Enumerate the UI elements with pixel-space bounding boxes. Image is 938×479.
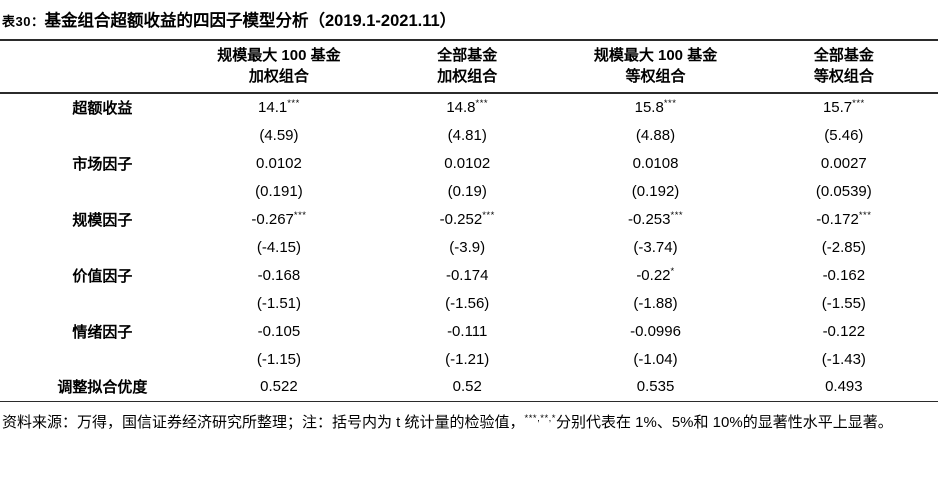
tstat-cell: (-4.15) bbox=[256, 238, 302, 256]
value-cell: 15.7*** bbox=[822, 98, 865, 116]
value-cell: -0.105 bbox=[257, 322, 301, 340]
column-header-line2: 加权组合 bbox=[437, 68, 498, 85]
row-label: 价值因子 bbox=[72, 267, 133, 285]
row-label-empty bbox=[0, 233, 185, 261]
row-label-empty bbox=[0, 121, 185, 149]
column-header-line1: 规模最大 100 基金 bbox=[217, 47, 341, 64]
value-cell: -0.172*** bbox=[816, 209, 872, 228]
table-row-tstats: (-1.15) (-1.21) (-1.04) (-1.43) bbox=[0, 345, 938, 373]
column-header-allfunds-weighted: 全部基金 加权组合 bbox=[373, 40, 561, 93]
source-note-text-continued: 分别代表在 1%、5%和 10%的显著性水平上显著。 bbox=[555, 413, 893, 431]
four-factor-model-table: 规模最大 100 基金 加权组合 全部基金 加权组合 规模最大 100 基金 等… bbox=[0, 39, 938, 402]
value-cell: -0.162 bbox=[822, 266, 866, 284]
value-cell: 0.0102 bbox=[255, 154, 302, 172]
value-cell: -0.122 bbox=[822, 322, 866, 340]
table-row-size-factor: 规模因子 -0.267*** -0.252*** -0.253*** -0.17… bbox=[0, 205, 938, 233]
tstat-cell: (4.88) bbox=[635, 126, 676, 144]
value-cell: 0.0108 bbox=[632, 154, 679, 172]
value-cell: 0.0102 bbox=[444, 154, 491, 172]
tstat-cell: (5.46) bbox=[824, 126, 864, 144]
tstat-cell: (4.59) bbox=[259, 126, 299, 144]
significance-stars: *** bbox=[852, 98, 865, 109]
value-cell: -0.168 bbox=[257, 266, 301, 284]
table-number: 表30： bbox=[2, 14, 45, 29]
value-cell: 0.522 bbox=[260, 378, 298, 396]
tstat-cell: (-1.15) bbox=[256, 350, 302, 368]
row-label-empty bbox=[0, 177, 185, 205]
table-row-tstats: (-4.15) (-3.9) (-3.74) (-2.85) bbox=[0, 233, 938, 261]
significance-stars: *** bbox=[858, 209, 872, 221]
value-cell: -0.253*** bbox=[627, 209, 684, 228]
column-header-line1: 全部基金 bbox=[437, 47, 498, 64]
value-cell: -0.0996 bbox=[630, 322, 681, 340]
tstat-cell: (4.81) bbox=[447, 126, 487, 144]
row-label-empty bbox=[0, 345, 185, 373]
significance-stars: * bbox=[670, 265, 675, 277]
table-row-sentiment-factor: 情绪因子 -0.105 -0.111 -0.0996 -0.122 bbox=[0, 317, 938, 345]
table-row-tstats: (0.191) (0.19) (0.192) (0.0539) bbox=[0, 177, 938, 205]
significance-stars: *** bbox=[293, 209, 307, 221]
column-header-line2: 加权组合 bbox=[248, 68, 309, 85]
tstat-cell: (-1.04) bbox=[633, 350, 678, 368]
tstat-cell: (-3.9) bbox=[449, 238, 486, 256]
header-row: 规模最大 100 基金 加权组合 全部基金 加权组合 规模最大 100 基金 等… bbox=[0, 40, 938, 93]
significance-stars-legend: ***,**,* bbox=[524, 412, 556, 424]
value-cell: 14.8*** bbox=[446, 98, 489, 116]
tstat-cell: (-3.74) bbox=[633, 238, 678, 256]
value-cell: -0.22* bbox=[636, 265, 675, 284]
tstat-cell: (0.191) bbox=[255, 182, 303, 200]
value-cell: 0.493 bbox=[825, 378, 863, 396]
tstat-cell: (-1.51) bbox=[256, 294, 302, 312]
tstat-cell: (-1.43) bbox=[821, 350, 866, 368]
value-cell: 14.1*** bbox=[258, 98, 300, 116]
tstat-cell: (-1.56) bbox=[445, 294, 490, 312]
tstat-cell: (0.19) bbox=[447, 182, 487, 200]
column-header-line1: 全部基金 bbox=[813, 47, 874, 64]
tstat-cell: (-1.88) bbox=[633, 294, 678, 312]
column-header-line2: 等权组合 bbox=[813, 68, 874, 85]
significance-stars: *** bbox=[482, 209, 495, 221]
tstat-cell: (0.0539) bbox=[815, 182, 872, 200]
value-cell: 0.52 bbox=[452, 378, 482, 396]
tstat-cell: (-1.55) bbox=[821, 294, 866, 312]
table-row-adjusted-r-squared: 调整拟合优度 0.522 0.52 0.535 0.493 bbox=[0, 373, 938, 401]
significance-stars: *** bbox=[287, 98, 300, 109]
significance-stars: *** bbox=[663, 98, 677, 109]
significance-stars: *** bbox=[670, 209, 684, 221]
row-label: 调整拟合优度 bbox=[57, 379, 148, 397]
row-label: 超额收益 bbox=[72, 100, 133, 117]
table-title: 表30：基金组合超额收益的四因子模型分析（2019.1-2021.11） bbox=[0, 0, 938, 39]
source-note-text: 资料来源：万得，国信证券经济研究所整理；注：括号内为 t 统计量的检验值， bbox=[2, 413, 525, 431]
tstat-cell: (-2.85) bbox=[821, 238, 866, 256]
row-label: 情绪因子 bbox=[72, 323, 133, 341]
table-title-text: 基金组合超额收益的四因子模型分析（2019.1-2021.11） bbox=[44, 12, 457, 30]
column-header-line2: 等权组合 bbox=[625, 68, 686, 85]
source-note: 资料来源：万得，国信证券经济研究所整理；注：括号内为 t 统计量的检验值，***… bbox=[0, 402, 938, 436]
table-row-tstats: (-1.51) (-1.56) (-1.88) (-1.55) bbox=[0, 289, 938, 317]
value-cell: 15.8*** bbox=[634, 98, 677, 116]
row-label: 规模因子 bbox=[72, 211, 133, 229]
column-header-line1: 规模最大 100 基金 bbox=[593, 47, 718, 64]
table-row-market-factor: 市场因子 0.0102 0.0102 0.0108 0.0027 bbox=[0, 149, 938, 177]
value-cell: 0.0027 bbox=[820, 154, 867, 172]
column-header-allfunds-equal: 全部基金 等权组合 bbox=[750, 40, 938, 93]
column-header-largest100-weighted: 规模最大 100 基金 加权组合 bbox=[185, 40, 373, 93]
value-cell: -0.267*** bbox=[251, 209, 307, 228]
row-label: 市场因子 bbox=[72, 155, 133, 173]
tstat-cell: (0.192) bbox=[631, 182, 680, 200]
table-row-excess-return: 超额收益 14.1*** 14.8*** 15.8*** 15.7*** bbox=[0, 93, 938, 121]
tstat-cell: (-1.21) bbox=[445, 350, 490, 368]
value-cell: -0.174 bbox=[445, 266, 489, 284]
header-empty-cell bbox=[0, 40, 185, 93]
value-cell: -0.252*** bbox=[439, 209, 495, 228]
column-header-largest100-equal: 规模最大 100 基金 等权组合 bbox=[561, 40, 749, 93]
significance-stars: *** bbox=[475, 98, 489, 109]
table-row-tstats: (4.59) (4.81) (4.88) (5.46) bbox=[0, 121, 938, 149]
value-cell: 0.535 bbox=[636, 378, 675, 396]
value-cell: -0.111 bbox=[447, 322, 488, 340]
table-row-value-factor: 价值因子 -0.168 -0.174 -0.22* -0.162 bbox=[0, 261, 938, 289]
row-label-empty bbox=[0, 289, 185, 317]
